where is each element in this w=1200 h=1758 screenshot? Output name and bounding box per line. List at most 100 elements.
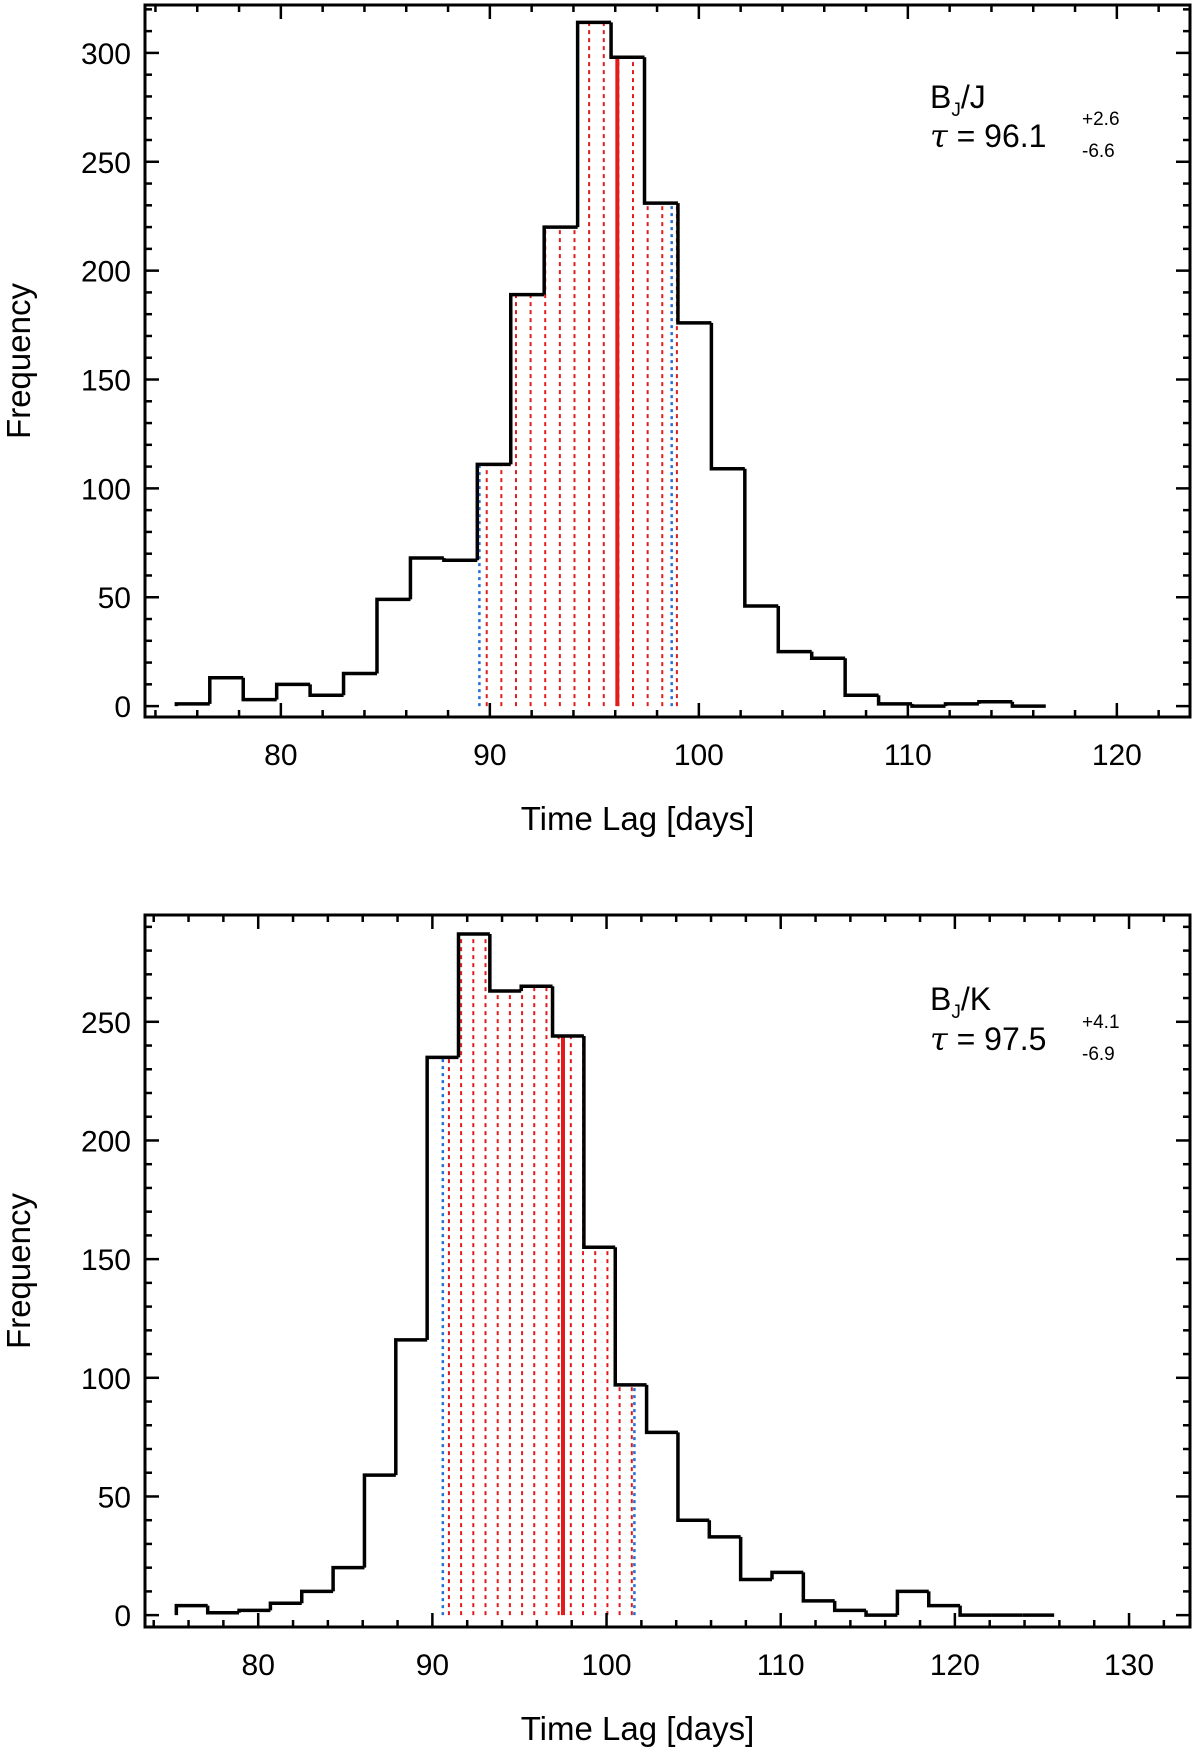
histogram-bin [743, 468, 779, 608]
tau-minus-error: -6.6 [1082, 141, 1115, 162]
tau-label: τ = 96.1 [930, 117, 1046, 155]
histogram-bin [241, 677, 277, 702]
y-tick-label: 50 [98, 582, 131, 615]
band-label: BJ/J [930, 79, 986, 121]
histogram-bin [268, 1601, 302, 1611]
x-tick-label: 100 [582, 1649, 632, 1682]
histogram-bin [308, 684, 344, 697]
band-label-rest: /K [961, 981, 991, 1017]
histogram-bin [394, 1338, 428, 1476]
x-tick-label: 130 [1104, 1649, 1154, 1682]
band-label-subscript: J [951, 100, 961, 121]
histogram-bin [927, 1591, 961, 1608]
y-tick-label: 0 [114, 691, 131, 724]
histogram-bin [776, 605, 812, 654]
tau-symbol: τ [930, 117, 949, 155]
histogram-bin [341, 671, 377, 696]
x-tick-label: 100 [674, 739, 724, 772]
histogram-bin [582, 1036, 616, 1250]
histogram-bin [895, 1589, 929, 1616]
confidence-band [447, 933, 633, 1616]
y-tick-label: 300 [81, 38, 131, 71]
histogram-bin [613, 1247, 647, 1387]
histogram-bin [542, 225, 578, 295]
x-tick-label: 120 [930, 1649, 980, 1682]
histogram-bin [509, 292, 545, 465]
histogram-bin [843, 658, 879, 697]
tau-minus-error: -6.9 [1082, 1044, 1115, 1065]
tau-plus-error: +2.6 [1082, 109, 1120, 130]
tau-equals: = [948, 118, 984, 154]
histogram-bin [174, 1603, 208, 1616]
histogram-bin [174, 702, 210, 707]
band-label-main: B [930, 981, 951, 1017]
x-tick-label: 80 [242, 1649, 275, 1682]
histogram-bin [425, 1055, 459, 1340]
histogram-bin [832, 1600, 867, 1613]
y-tick-label: 100 [81, 473, 131, 506]
chart-panel-2: 80 90 100 110 120 130 0 50 100 150 200 250 Time Lag … [0, 913, 1192, 1747]
tau-value: 97.5 [984, 1021, 1046, 1057]
histogram-bin [709, 322, 745, 471]
confidence-band [485, 22, 678, 707]
y-tick-label: 200 [81, 1125, 131, 1158]
y-tick-label: 50 [98, 1481, 131, 1514]
x-tick-label: 90 [416, 1649, 449, 1682]
x-tick-label: 110 [884, 739, 932, 772]
histogram-bin [331, 1565, 365, 1592]
y-tick-label: 100 [81, 1363, 131, 1396]
band-label-subscript: J [951, 1002, 961, 1023]
histogram-bin [205, 1605, 240, 1615]
histogram-bin [809, 651, 846, 660]
histogram-bin [770, 1570, 804, 1580]
annotation: BJ/Kτ = 97.5 +4.1-6.9 [930, 981, 1120, 1065]
x-tick-label: 80 [264, 739, 297, 772]
y-axis-title: Frequency [0, 283, 37, 439]
histogram-bin [475, 462, 511, 561]
plot-frame [143, 913, 1192, 1629]
histogram-bin [575, 20, 612, 228]
histogram-bin [801, 1572, 835, 1603]
histogram-bin [738, 1536, 772, 1582]
histogram-bin [488, 933, 522, 993]
histogram-bin [274, 682, 311, 700]
histogram-bin [642, 57, 678, 205]
histogram [174, 932, 1055, 1617]
histogram-bin [519, 984, 553, 991]
y-tick-label: 150 [81, 365, 131, 398]
histogram-bin [676, 1432, 710, 1522]
y-tick-label: 0 [114, 1600, 131, 1633]
histogram-bin [958, 1605, 992, 1617]
histogram-bin [707, 1520, 741, 1539]
y-tick-label: 250 [81, 1007, 131, 1040]
tau-equals: = [948, 1021, 984, 1057]
tau-label: τ = 97.5 [930, 1020, 1046, 1058]
y-axis: 0 50 100 150 200 250 300 [81, 8, 1190, 724]
histogram-bin [644, 1384, 678, 1435]
histogram [174, 20, 1046, 708]
x-tick-label: 110 [757, 1649, 805, 1682]
x-tick-label: 120 [1092, 739, 1142, 772]
histogram-bin [408, 556, 444, 600]
tau-symbol: τ [930, 1020, 949, 1058]
annotation: BJ/Jτ = 96.1 +2.6-6.6 [930, 79, 1120, 162]
x-tick-label: 90 [473, 739, 506, 772]
band-label-main: B [930, 79, 951, 115]
histogram-bin [300, 1589, 334, 1604]
y-tick-label: 150 [81, 1244, 131, 1277]
histogram-bin [864, 1610, 898, 1617]
histogram-bin [676, 203, 712, 325]
y-axis: 0 50 100 150 200 250 [81, 925, 1190, 1633]
histogram-bin [375, 597, 411, 674]
band-label-rest: /J [961, 79, 986, 115]
y-tick-label: 250 [81, 147, 131, 180]
histogram-bin [910, 703, 946, 708]
plot-frame [143, 3, 1192, 719]
tau-value: 96.1 [984, 118, 1046, 154]
histogram-bin [1010, 701, 1046, 708]
histogram-bin [456, 932, 490, 1058]
tau-plus-error: +4.1 [1082, 1012, 1120, 1033]
histogram-bin [943, 702, 979, 707]
histogram-bin [362, 1473, 396, 1568]
